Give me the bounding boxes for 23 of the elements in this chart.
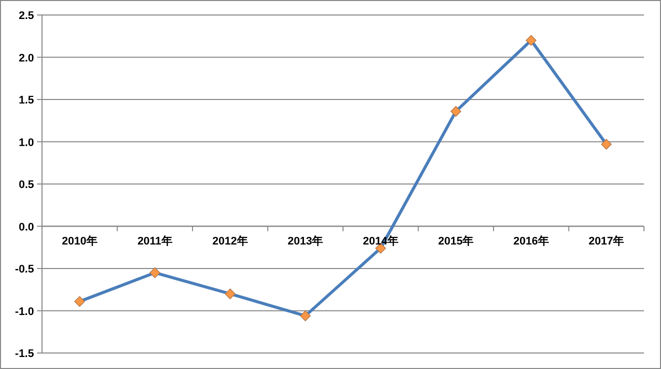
- y-tick-label: 2.5: [18, 10, 34, 22]
- y-tick-label: -1.5: [15, 348, 34, 360]
- point: [224, 288, 236, 300]
- point: [74, 296, 85, 307]
- y-tick-label: 2.0: [18, 52, 34, 64]
- x-tick-label: 2016年: [513, 234, 549, 248]
- y-tick-label: 0.5: [18, 179, 34, 191]
- x-tick-label: 2012年: [212, 234, 248, 248]
- x-tick-label: 2017年: [588, 234, 624, 248]
- x-tick-label: 2010年: [62, 234, 98, 248]
- y-tick-label: -1.0: [15, 306, 34, 318]
- point: [150, 267, 160, 278]
- x-tick-label: 2011年: [137, 234, 172, 248]
- y-tick-label: 1.0: [18, 136, 34, 149]
- point: [601, 138, 612, 150]
- point: [300, 310, 311, 322]
- y-tick-label: -0.5: [15, 264, 34, 276]
- y-tick-label: 0.0: [18, 221, 34, 234]
- point: [450, 106, 462, 117]
- x-tick-label: 2013年: [288, 234, 324, 248]
- point: [526, 35, 536, 46]
- y-tick-label: 1.5: [18, 94, 34, 106]
- x-tick-label: 2015年: [438, 234, 474, 248]
